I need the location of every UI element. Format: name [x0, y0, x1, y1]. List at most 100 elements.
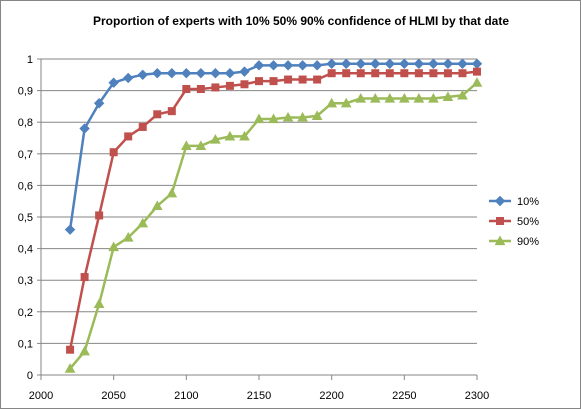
- data-point: [182, 85, 191, 94]
- data-point: [211, 83, 220, 92]
- data-point: [400, 69, 409, 78]
- data-point: [122, 72, 134, 84]
- data-point: [253, 113, 265, 124]
- data-point: [443, 69, 452, 78]
- x-tick-label: 2200: [319, 390, 343, 402]
- data-point: [442, 91, 454, 102]
- data-point: [80, 273, 89, 282]
- data-point: [311, 110, 323, 120]
- data-point: [225, 81, 234, 90]
- data-point: [282, 60, 294, 71]
- data-point: [311, 60, 323, 71]
- chart-title: Proportion of experts with 10% 50% 90% c…: [92, 14, 510, 28]
- data-point: [414, 69, 423, 78]
- series-group: [64, 58, 483, 373]
- data-point: [181, 68, 192, 79]
- y-tick-label: 0,7: [18, 149, 33, 161]
- data-point: [356, 69, 365, 78]
- legend-marker: [496, 217, 504, 225]
- data-point: [428, 58, 439, 69]
- data-point: [137, 69, 148, 81]
- y-tick-label: 0,5: [18, 212, 33, 224]
- series-line: [68, 62, 477, 230]
- y-tick-label: 0,8: [18, 117, 33, 129]
- data-point: [195, 68, 207, 79]
- data-point: [210, 134, 221, 144]
- data-point: [166, 68, 178, 79]
- data-point: [369, 92, 381, 103]
- data-point: [413, 58, 425, 69]
- data-point: [79, 345, 90, 356]
- data-point: [255, 77, 263, 86]
- legend-item: 10%: [489, 195, 539, 208]
- y-tick-label: 0,6: [18, 180, 33, 192]
- series-square: [66, 67, 481, 354]
- data-point: [167, 107, 176, 116]
- data-point: [124, 132, 133, 141]
- data-point: [138, 122, 147, 131]
- data-point: [327, 69, 336, 78]
- legend-marker: [494, 235, 506, 246]
- data-point: [196, 85, 205, 94]
- x-tick-label: 2000: [29, 390, 53, 402]
- y-tick-label: 0,3: [18, 275, 33, 287]
- series-line: [68, 70, 478, 350]
- data-point: [239, 130, 250, 141]
- x-tick-label: 2150: [247, 390, 271, 402]
- data-point: [93, 98, 105, 109]
- data-point: [122, 232, 134, 242]
- y-tick-label: 0,9: [18, 86, 33, 98]
- data-point: [239, 66, 250, 77]
- data-point: [313, 75, 322, 84]
- data-point: [342, 69, 351, 78]
- data-point: [253, 60, 265, 71]
- data-point: [471, 58, 483, 69]
- legend-item: 50%: [489, 216, 539, 228]
- axes: 0 0,1 0,2 0,3 0,4 0,5 0,6 0,7 0,8 0,9 1 2000 2050 210…: [18, 54, 490, 402]
- data-point: [269, 77, 278, 86]
- data-point: [428, 92, 439, 103]
- data-point: [326, 58, 337, 69]
- y-tick-label: 0,2: [18, 307, 33, 319]
- data-point: [137, 217, 149, 228]
- data-point: [473, 67, 481, 76]
- data-point: [268, 60, 279, 71]
- data-point: [284, 75, 293, 84]
- data-point: [297, 111, 308, 122]
- data-point: [326, 97, 338, 108]
- data-point: [108, 241, 120, 252]
- data-point: [180, 140, 192, 150]
- data-point: [224, 130, 236, 141]
- data-point: [355, 58, 366, 69]
- data-point: [224, 68, 236, 79]
- x-tick-label: 2250: [392, 390, 416, 402]
- y-tick-label: 0,4: [18, 244, 33, 256]
- data-point: [268, 113, 279, 124]
- data-point: [109, 148, 118, 157]
- data-point: [457, 58, 468, 69]
- data-point: [471, 77, 483, 87]
- gridlines: [41, 58, 477, 344]
- data-point: [210, 68, 221, 79]
- y-tick-label: 0: [27, 370, 33, 382]
- data-point: [297, 60, 308, 71]
- data-point: [240, 80, 249, 89]
- data-point: [282, 111, 294, 122]
- legend: 10% 50% 90%: [489, 195, 539, 248]
- series-diamond: [64, 58, 483, 235]
- data-point: [64, 224, 76, 235]
- data-point: [195, 140, 207, 150]
- data-point: [151, 200, 163, 211]
- data-point: [398, 92, 410, 103]
- x-tick-label: 2050: [101, 390, 125, 402]
- data-point: [442, 58, 454, 69]
- data-point: [458, 69, 467, 78]
- data-point: [153, 110, 162, 119]
- data-point: [384, 58, 396, 69]
- legend-item: 90%: [489, 235, 539, 248]
- data-point: [384, 92, 396, 103]
- data-point: [370, 58, 381, 69]
- legend-label: 50%: [517, 216, 539, 228]
